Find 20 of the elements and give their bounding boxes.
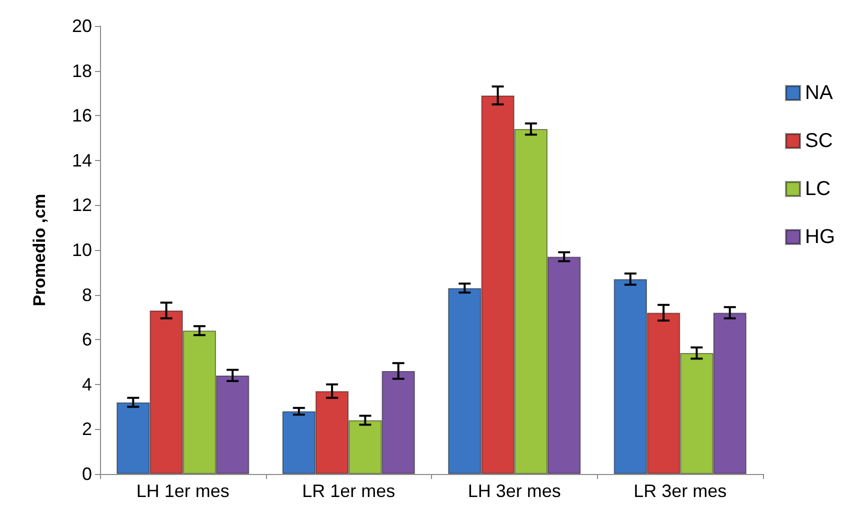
- legend-label: NA: [805, 82, 834, 104]
- y-tick-label: 20: [72, 16, 92, 36]
- y-tick-label: 0: [82, 464, 92, 484]
- x-tick-label: LR 1er mes: [302, 481, 396, 501]
- legend-label: HG: [805, 226, 835, 248]
- y-tick-label: 12: [72, 195, 92, 216]
- y-tick-label: 14: [72, 150, 92, 170]
- x-tick-label: LR 3er mes: [634, 481, 727, 501]
- y-tick-label: 10: [72, 240, 92, 260]
- y-tick-label: 18: [72, 60, 92, 81]
- y-tick-label: 4: [82, 374, 92, 394]
- y-axis-title: Promedio ,cm: [30, 194, 49, 306]
- legend-label: LC: [805, 178, 831, 200]
- y-tick-label: 6: [82, 330, 92, 350]
- legend-label: SC: [805, 130, 833, 152]
- y-tick-label: 16: [72, 106, 92, 126]
- y-tick-label: 8: [82, 284, 92, 305]
- x-tick-label: LH 3er mes: [468, 481, 561, 501]
- x-tick-label: LH 1er mes: [136, 481, 230, 501]
- y-tick-label: 2: [82, 419, 92, 440]
